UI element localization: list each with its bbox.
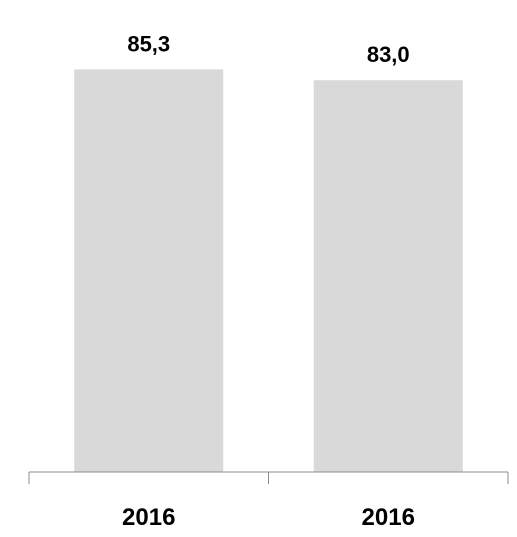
bar-1 [74,69,224,472]
x-axis [28,471,509,484]
bar-2 [313,80,463,473]
labels-layer: 85,3 2016 83,0 2016 [122,31,415,531]
data-label-2: 83,0 [367,42,410,67]
x-tick-label-1: 2016 [122,504,175,531]
bars-layer [74,69,463,473]
x-tick-label-2: 2016 [362,504,415,531]
data-label-1: 85,3 [127,31,170,56]
